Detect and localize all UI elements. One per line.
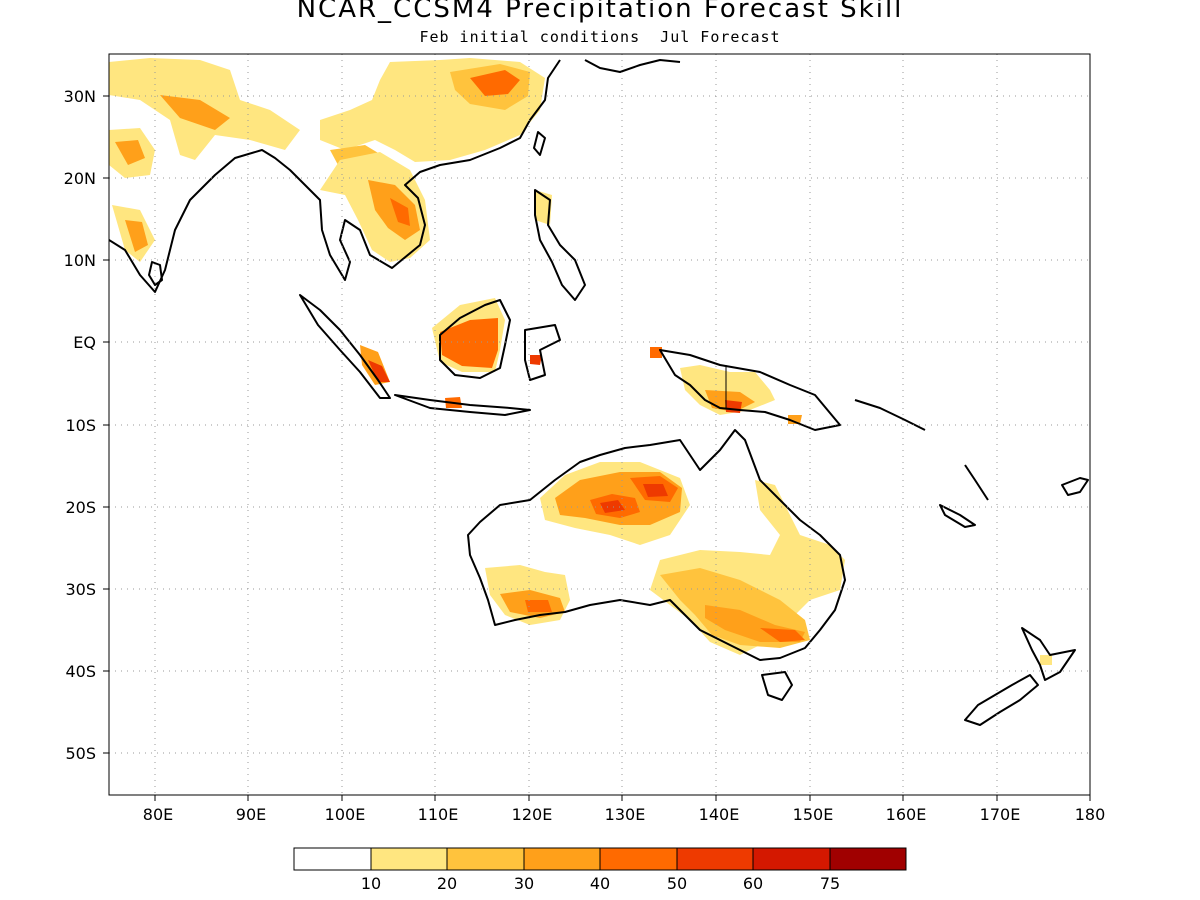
skill-region-himalaya-core (160, 95, 230, 130)
coast-japan (584, 59, 681, 73)
colorbar-swatch (370, 847, 448, 871)
coast-vanuatu (964, 464, 989, 501)
lat-tick-label: 20S (65, 498, 96, 517)
skill-region-north-australia-peak (600, 500, 625, 513)
tick-marks (103, 95, 1091, 801)
lon-tick-labels: 80E 90E 100E 110E 120E 130E 140E 150E 16… (143, 805, 1106, 824)
coast-sumatra (299, 294, 391, 399)
coast-fiji (1061, 477, 1089, 496)
map-grid (109, 54, 1090, 795)
colorbar-label: 40 (590, 874, 610, 893)
coast-new-guinea (659, 349, 841, 431)
coast-philippines (534, 189, 586, 301)
skill-region-sumatra-peak (368, 360, 390, 382)
colorbar-swatch (829, 847, 907, 871)
coast-new-caledonia (939, 504, 976, 528)
skill-region-halmahera (650, 347, 662, 358)
skill-region-india-south-core (125, 220, 148, 252)
lon-tick-label: 180 (1075, 805, 1106, 824)
coast-asia-mainland (109, 59, 561, 293)
lon-tick-label: 140E (699, 805, 740, 824)
skill-region-new-guinea-peak (725, 400, 742, 413)
coast-taiwan (533, 131, 546, 156)
skill-region-indochina-peak (390, 198, 410, 226)
skill-region-new-zealand (1040, 655, 1052, 665)
colorbar-swatch (676, 847, 754, 871)
lat-tick-label: 10N (64, 251, 96, 270)
lat-tick-labels: 30N 20N 10N EQ 10S 20S 30S 40S 50S (64, 87, 96, 763)
lon-tick-label: 150E (793, 805, 834, 824)
skill-region-south-china-peak (470, 70, 520, 96)
coast-solomon-islands (854, 399, 926, 431)
colorbar-label: 10 (361, 874, 381, 893)
skill-region-southeast-australia-peak (760, 628, 805, 642)
colorbar: 10 20 30 40 50 60 75 (293, 847, 907, 893)
colorbar-label: 30 (514, 874, 534, 893)
skill-shading (109, 58, 1052, 665)
colorbar-swatch (752, 847, 831, 871)
lat-tick-label: 50S (65, 744, 96, 763)
lon-tick-label: 80E (143, 805, 173, 824)
colorbar-swatch (523, 847, 601, 871)
colorbar-swatch (293, 847, 372, 871)
lon-tick-label: 170E (980, 805, 1021, 824)
coast-new-zealand-north (1021, 627, 1076, 681)
map-subtitle: Feb initial conditions Jul Forecast (419, 28, 781, 46)
skill-region-north-australia-peak2 (643, 484, 668, 497)
coast-australia (467, 429, 846, 661)
lat-tick-label: EQ (73, 333, 96, 352)
lon-tick-label: 130E (605, 805, 646, 824)
lat-tick-label: 10S (65, 416, 96, 435)
lat-tick-label: 40S (65, 662, 96, 681)
lon-tick-label: 160E (886, 805, 927, 824)
coast-java (394, 394, 531, 416)
coast-sri-lanka (148, 261, 163, 286)
lat-tick-label: 30N (64, 87, 96, 106)
coast-tasmania (761, 671, 793, 701)
lon-tick-label: 110E (418, 805, 459, 824)
lon-tick-label: 120E (512, 805, 553, 824)
colorbar-swatch (599, 847, 678, 871)
colorbar-label: 20 (437, 874, 457, 893)
colorbar-label: 50 (667, 874, 687, 893)
map-frame (108, 53, 1091, 796)
coast-borneo (439, 299, 511, 379)
colorbar-swatch (446, 847, 525, 871)
skill-region-borneo-core (440, 318, 498, 368)
colorbar-label: 75 (820, 874, 840, 893)
lat-tick-label: 30S (65, 580, 96, 599)
skill-region-sulawesi (530, 355, 542, 365)
lon-tick-label: 90E (236, 805, 266, 824)
coast-sulawesi (524, 324, 561, 381)
coastlines (109, 59, 1089, 726)
lon-tick-label: 100E (325, 805, 366, 824)
skill-region-png-east (788, 415, 802, 424)
lat-tick-label: 20N (64, 169, 96, 188)
skill-region-west-australia-peak (525, 600, 552, 612)
coast-new-zealand-south (964, 674, 1039, 726)
map-title: NCAR_CCSM4 Precipitation Forecast Skill (296, 0, 904, 24)
skill-region-india-west-core (115, 140, 145, 165)
colorbar-label: 60 (743, 874, 763, 893)
